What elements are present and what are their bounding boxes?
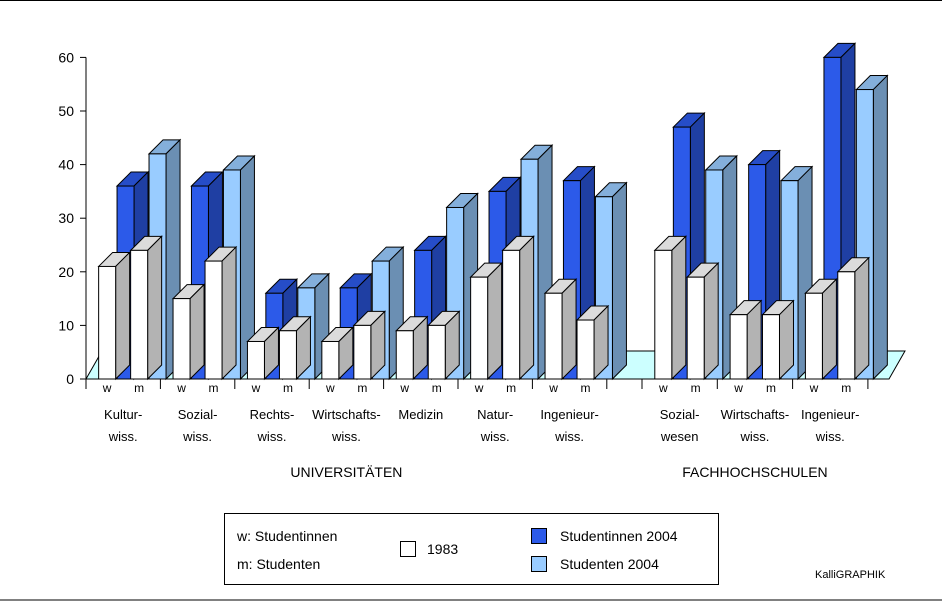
- bar-front: [729, 314, 748, 380]
- sub-label-w: w: [325, 381, 335, 395]
- legend-label-studenten-2004: Studenten 2004: [560, 556, 659, 572]
- legend-label-studentinnen-2004: Studentinnen 2004: [560, 528, 678, 544]
- bar-side: [115, 251, 131, 381]
- legend-swatch-studentinnen-2004: [531, 528, 547, 544]
- category-label: Wirtschafts-: [721, 407, 790, 422]
- sub-label-m: m: [691, 381, 701, 395]
- legend-w-label: w: Studentinnen: [237, 528, 338, 544]
- category-label: wiss.: [740, 429, 770, 444]
- sub-label-w: w: [399, 381, 409, 395]
- sub-label-m: m: [357, 381, 367, 395]
- bar-front: [837, 271, 856, 380]
- bar-front: [761, 314, 780, 380]
- bar-side: [872, 74, 888, 381]
- bar-front: [544, 292, 563, 380]
- y-tick-label: 10: [58, 317, 74, 333]
- bar-front: [654, 249, 673, 380]
- legend-swatch-1983: [400, 541, 416, 557]
- bar-side: [821, 278, 837, 381]
- category-label: wiss.: [815, 429, 845, 444]
- sub-label-w: w: [102, 381, 112, 395]
- bar-side: [778, 299, 794, 381]
- sub-label-w: w: [176, 381, 186, 395]
- bar-front: [321, 340, 340, 380]
- y-tick-label: 20: [58, 264, 74, 280]
- bar-front: [278, 330, 297, 380]
- category-label: Sozial-: [178, 407, 218, 422]
- bar-side: [147, 235, 163, 381]
- y-tick-label: 0: [66, 371, 74, 387]
- category-label: Natur-: [477, 407, 513, 422]
- bar-front: [804, 292, 823, 380]
- sub-label-w: w: [251, 381, 261, 395]
- category-label: Kultur-: [104, 407, 142, 422]
- category-label: Ingenieur-: [540, 407, 599, 422]
- category-label: wiss.: [554, 429, 584, 444]
- bar-front: [576, 319, 595, 380]
- y-tick-label: 50: [58, 103, 74, 119]
- category-label: wiss.: [257, 429, 287, 444]
- bar-front: [502, 249, 521, 380]
- category-label: wesen: [660, 429, 699, 444]
- sub-label-m: m: [841, 381, 851, 395]
- legend: w: Studentinnen m: Studenten 1983 Studen…: [224, 513, 719, 585]
- y-tick-label: 30: [58, 210, 74, 226]
- sub-label-m: m: [432, 381, 442, 395]
- sub-label-w: w: [548, 381, 558, 395]
- sub-label-w: w: [474, 381, 484, 395]
- category-label: wiss.: [182, 429, 212, 444]
- sub-label-m: m: [766, 381, 776, 395]
- sub-label-m: m: [506, 381, 516, 395]
- category-label: Sozial-: [660, 407, 700, 422]
- bar-front: [686, 276, 705, 380]
- category-label: wiss.: [108, 429, 138, 444]
- bar-front: [395, 330, 414, 380]
- category-label: wiss.: [480, 429, 510, 444]
- bar-side: [561, 278, 577, 381]
- legend-swatch-studenten-2004: [531, 556, 547, 572]
- bar-side: [746, 299, 762, 381]
- legend-label-1983: 1983: [427, 541, 459, 557]
- bar-side: [189, 283, 205, 381]
- category-label: Wirtschafts-: [312, 407, 381, 422]
- section-label-universitaeten: UNIVERSITÄTEN: [290, 464, 402, 480]
- category-label: Ingenieur-: [801, 407, 860, 422]
- sub-label-w: w: [658, 381, 668, 395]
- y-tick-label: 40: [58, 157, 74, 173]
- bar-side: [611, 181, 627, 381]
- sub-label-w: w: [733, 381, 743, 395]
- credit-label: KalliGRAPHIK: [815, 569, 886, 581]
- sub-label-m: m: [581, 381, 591, 395]
- legend-m-label: m: Studenten: [237, 556, 321, 572]
- sub-label-m: m: [283, 381, 293, 395]
- bar-side: [221, 245, 237, 381]
- bar-side: [671, 235, 687, 381]
- category-label: Medizin: [398, 407, 443, 422]
- bar-front: [246, 340, 265, 380]
- bar-side: [854, 256, 870, 381]
- bar-front: [172, 298, 191, 380]
- category-label: Rechts-: [250, 407, 295, 422]
- sub-label-m: m: [209, 381, 219, 395]
- bar-front: [204, 260, 223, 380]
- bar-side: [519, 235, 535, 381]
- sub-label-w: w: [809, 381, 819, 395]
- bar-side: [487, 261, 503, 381]
- section-label-fachhochschulen: FACHHOCHSCHULEN: [682, 464, 827, 480]
- bar-front: [353, 324, 372, 380]
- category-label: wiss.: [331, 429, 361, 444]
- bar-front: [427, 324, 446, 380]
- bar-front: [130, 249, 149, 380]
- bar-front: [470, 276, 489, 380]
- sub-label-m: m: [134, 381, 144, 395]
- bar-side: [703, 261, 719, 381]
- bar-front: [98, 265, 117, 380]
- y-tick-label: 60: [58, 49, 74, 65]
